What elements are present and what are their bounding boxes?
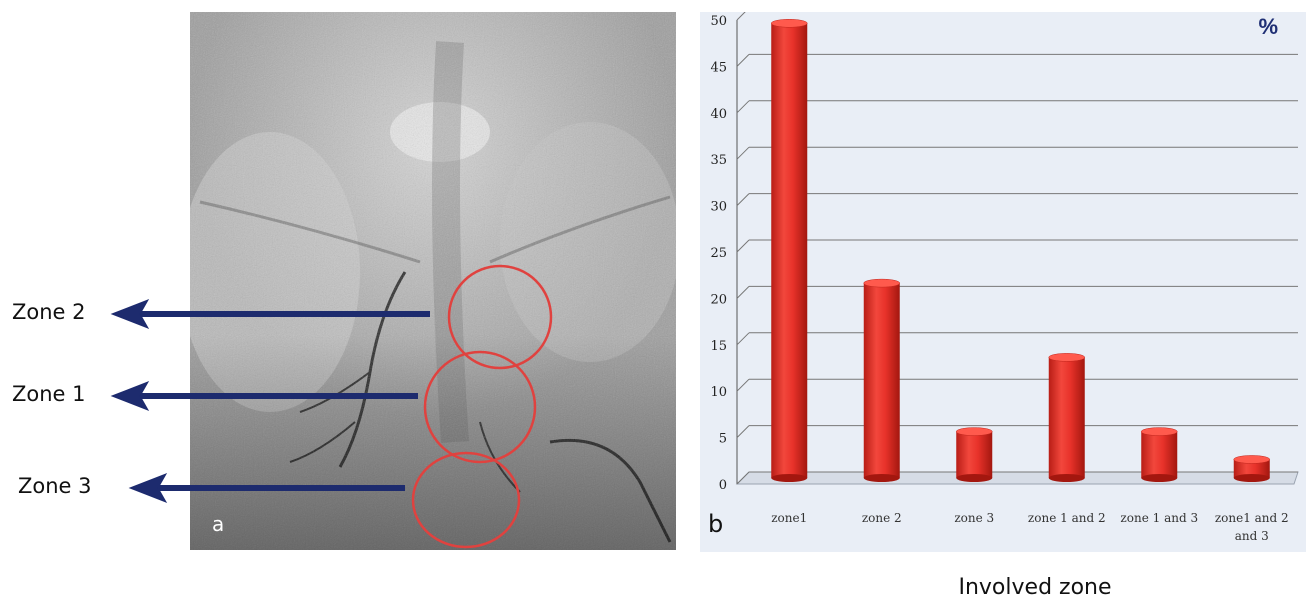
panel-b-letter: b [708,510,724,538]
zone-3-circle [411,451,521,549]
angiogram-panel: a [190,12,676,550]
zone-1-label: Zone 1 [12,382,86,406]
y-tick-label: 25 [710,246,727,261]
y-tick-label: 0 [719,478,727,493]
zone-2-circle [447,264,553,370]
gridline-diagonal [736,425,750,438]
gridline-diagonal [736,239,750,253]
bar-body [771,23,808,478]
gridline-diagonal [736,12,746,21]
bar-base [956,474,993,482]
bar-base [863,474,900,482]
zone-3-label: Zone 3 [18,474,92,498]
bar-top [863,278,900,288]
y-tick-label: 30 [710,200,727,215]
bar [956,427,993,482]
zone-3-arrowhead [128,473,168,503]
bar-base [1233,474,1270,482]
gridline-diagonal [736,100,750,114]
zone-2-arrowhead [110,299,150,329]
x-tick-label: zone 1 and 3 [1120,511,1198,525]
bar [863,278,900,482]
bar-body [1233,459,1270,478]
gridline-diagonal [736,378,750,392]
gridline-diagonal [736,286,750,299]
bar-chart: 0 5 10 15 20 25 30 35 40 45 50 zone1 zone 2 zone 3 zo… [710,12,1299,543]
gridline-diagonal [736,54,750,67]
panel-a-letter: a [212,512,225,536]
bar-top [956,427,993,436]
x-tick-label: zone 1 and 2 [1028,511,1106,525]
y-tick-label: 50 [710,14,727,29]
bar [1141,427,1178,482]
y-tick-label: 35 [710,153,727,168]
x-tick-label: zone1 and 2 and 3 [1215,511,1289,543]
angiogram-image [190,12,676,550]
bar-body [1141,431,1178,478]
bar-base [1141,474,1178,482]
gridline-diagonal [736,193,750,206]
y-tick-label: 10 [710,385,727,400]
zone-arrows [110,299,430,503]
bar-top [1141,427,1178,436]
y-tick-label: 15 [710,339,727,354]
x-tick-label: zone 3 [954,511,994,525]
bar [1048,353,1085,482]
bar-top [1233,455,1270,464]
y-unit-label: % [1258,14,1278,39]
gridline-diagonal [736,332,750,346]
bar-body [1048,357,1085,478]
zone-2-label: Zone 2 [12,300,86,324]
bar [771,19,808,482]
x-tick-label: zone1 [771,511,807,525]
bar-base [1048,474,1085,482]
y-tick-label: 5 [719,432,727,447]
bar-body [863,283,900,478]
gridline-diagonal [736,471,750,485]
bar-chart-panel: 0 5 10 15 20 25 30 35 40 45 50 zone1 zone 2 zone 3 zo… [700,12,1306,552]
zone-1-circle [423,350,537,464]
bar-top [771,19,808,28]
chart-floor [735,471,1299,485]
zone-1-arrowhead [110,381,150,411]
x-tick-label: zone 2 [862,511,902,525]
y-tick-label: 20 [710,292,727,307]
bar-body [956,431,993,478]
y-tick-label: 40 [710,107,727,122]
bar-base [771,474,808,482]
bar [1233,455,1270,482]
gridline-diagonal [736,146,750,160]
bar-top [1048,353,1085,362]
x-axis-label: Involved zone [958,575,1112,600]
y-tick-label: 45 [710,60,727,75]
